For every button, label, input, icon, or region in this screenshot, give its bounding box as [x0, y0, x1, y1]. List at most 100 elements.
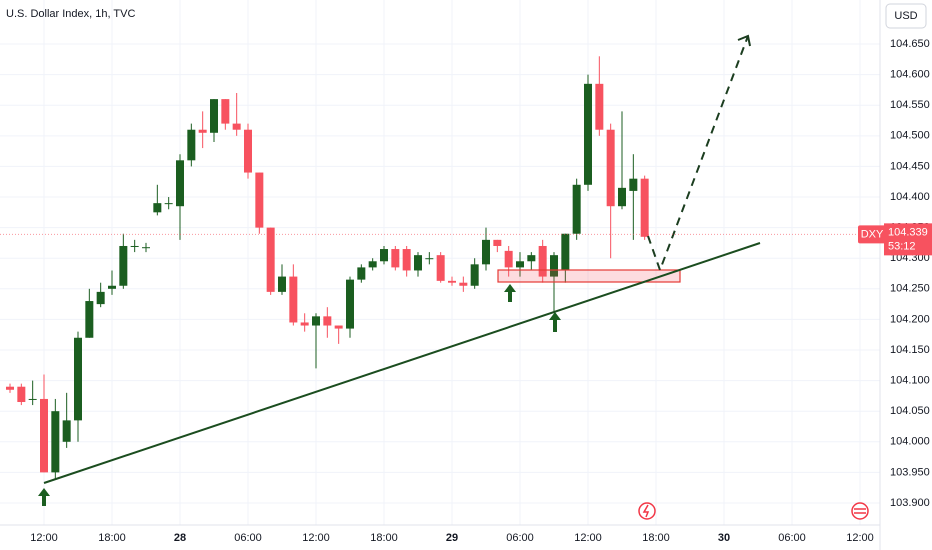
y-tick-label: 103.950 [890, 466, 930, 478]
candle-body [584, 83, 592, 185]
currency-label: USD [894, 10, 917, 22]
currency-button[interactable] [885, 3, 927, 29]
y-tick-label: 104.000 [890, 436, 930, 448]
candle-body [640, 178, 649, 237]
candle-body [380, 249, 388, 262]
candle-body [391, 249, 400, 268]
candle-body [17, 386, 26, 403]
candle-body [368, 261, 377, 268]
y-tick-label: 104.600 [890, 69, 930, 81]
candle-body [266, 227, 275, 292]
y-tick-label: 104.450 [890, 160, 930, 172]
candle-body [164, 203, 173, 205]
y-tick-label: 104.500 [890, 130, 930, 142]
candle-body [312, 316, 320, 326]
y-tick-label: 104.150 [890, 344, 930, 356]
candle-body [40, 398, 48, 473]
y-tick-label: 104.650 [890, 38, 930, 50]
up-arrow [38, 488, 50, 506]
candle-body [470, 264, 479, 286]
up-arrow [549, 312, 561, 332]
y-tick-label: 104.550 [890, 99, 930, 111]
y-tick-label: 104.200 [890, 313, 930, 325]
candle-body [6, 386, 14, 390]
candle-body [550, 255, 558, 277]
x-tick-label: 18:00 [98, 532, 126, 544]
x-tick-label: 12:00 [846, 532, 874, 544]
symbol-label: DXY [861, 228, 884, 240]
event-icon-bolt [642, 504, 650, 518]
candle-body [572, 184, 581, 234]
candle-body [436, 255, 445, 281]
candle-body [62, 420, 71, 442]
candle-body [595, 83, 604, 130]
candle-body [108, 285, 116, 289]
candle-body [187, 129, 196, 161]
candle-body [618, 187, 626, 207]
candle-body [51, 411, 60, 473]
event-icon[interactable] [851, 502, 869, 520]
x-tick-label: 12:00 [302, 532, 330, 544]
last-price-badge [884, 223, 932, 256]
candle-body [459, 282, 468, 286]
event-icons [638, 502, 869, 520]
candle-body [96, 291, 105, 305]
candle-body [504, 250, 513, 268]
x-tick-label: 06:00 [506, 532, 534, 544]
candle-body [176, 160, 184, 207]
trend-line [43, 242, 761, 484]
y-tick-label: 104.400 [890, 191, 930, 203]
candle-body [142, 247, 150, 249]
candle-body [153, 203, 162, 213]
candle-body [334, 325, 343, 329]
candle-body [221, 99, 230, 124]
candle-body [130, 245, 139, 247]
candle-body [538, 245, 547, 277]
candle-body [482, 239, 490, 265]
x-tick-label: 12:00 [30, 532, 58, 544]
projection-path [647, 35, 749, 273]
candle-body [28, 398, 37, 400]
candle-body [425, 258, 434, 260]
candle-body [527, 255, 536, 262]
candle-body [346, 279, 354, 329]
candle-body [210, 99, 218, 133]
candle-body [493, 239, 502, 246]
projection-arrowhead [737, 34, 751, 47]
candle-body [74, 337, 82, 421]
chart-title: U.S. Dollar Index, 1h, TVC [6, 8, 135, 20]
x-tick-label: 18:00 [642, 532, 670, 544]
candle-body [448, 280, 456, 283]
x-tick-label: 29 [446, 532, 458, 544]
candle-body [323, 316, 332, 326]
candle-body [85, 301, 94, 338]
symbol-badge [858, 225, 886, 244]
candles [6, 56, 649, 479]
candle-body [629, 178, 638, 191]
event-icon[interactable] [638, 502, 656, 520]
x-tick-label: 06:00 [778, 532, 806, 544]
candle-body [516, 261, 524, 268]
candle-body [606, 129, 615, 207]
signal-arrows [38, 284, 561, 506]
candle-body [278, 276, 286, 292]
y-tick-label: 103.900 [890, 497, 930, 509]
up-arrow [504, 284, 516, 302]
y-tick-label: 104.050 [890, 405, 930, 417]
countdown-label: 53:12 [888, 240, 916, 252]
candle-body [402, 249, 411, 271]
x-tick-label: 28 [174, 532, 186, 544]
x-tick-label: 06:00 [234, 532, 262, 544]
candle-body [119, 245, 128, 286]
candle-body [198, 129, 207, 133]
axes: 103.900 103.950 104.000 104.050 104.100 104.1… [0, 38, 932, 544]
candle-body [244, 129, 252, 173]
x-tick-label: 30 [718, 532, 730, 544]
candle-body [255, 172, 264, 228]
support-zone [497, 269, 681, 283]
x-tick-label: 12:00 [574, 532, 602, 544]
candle-body [232, 123, 241, 130]
